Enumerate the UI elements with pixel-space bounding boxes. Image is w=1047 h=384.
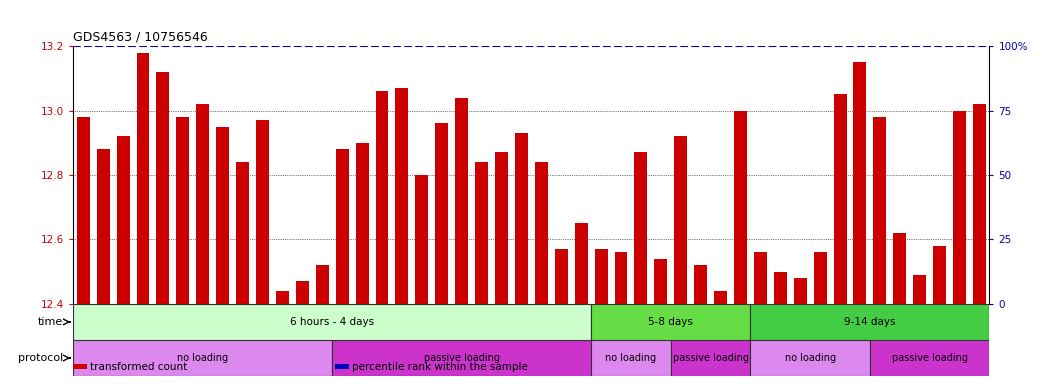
Text: 6 hours - 4 days: 6 hours - 4 days (290, 317, 374, 327)
Text: time: time (38, 317, 63, 327)
Bar (794, 278, 806, 304)
Bar (853, 62, 867, 304)
Bar (316, 265, 329, 304)
Bar (973, 104, 986, 304)
Bar (436, 123, 448, 304)
Bar (595, 249, 607, 304)
Bar (237, 162, 249, 304)
Bar (953, 111, 966, 304)
Bar (615, 252, 627, 304)
Bar (774, 271, 786, 304)
Bar (575, 223, 587, 304)
Bar (814, 252, 826, 304)
Bar (734, 111, 747, 304)
Text: passive loading: passive loading (892, 353, 967, 363)
Bar (555, 249, 567, 304)
Bar (870, 340, 989, 376)
Bar (515, 133, 528, 304)
Text: 5-8 days: 5-8 days (648, 317, 693, 327)
Bar (136, 53, 150, 304)
Bar (634, 152, 647, 304)
Bar (116, 136, 130, 304)
Bar (754, 252, 766, 304)
Bar (73, 304, 592, 340)
Text: no loading: no loading (605, 353, 656, 363)
Bar (592, 340, 671, 376)
Text: no loading: no loading (177, 353, 228, 363)
Bar (714, 291, 727, 304)
Bar (495, 152, 508, 304)
Bar (176, 117, 190, 304)
Bar (694, 265, 707, 304)
Text: no loading: no loading (784, 353, 836, 363)
Bar (416, 175, 428, 304)
Bar (751, 304, 989, 340)
Bar (257, 120, 269, 304)
Bar (396, 88, 408, 304)
Text: passive loading: passive loading (672, 353, 749, 363)
Bar (276, 291, 289, 304)
Text: percentile rank within the sample: percentile rank within the sample (352, 362, 528, 372)
Bar (156, 72, 170, 304)
Bar (933, 246, 946, 304)
Bar (196, 104, 209, 304)
Text: passive loading: passive loading (424, 353, 499, 363)
Bar (356, 143, 369, 304)
Bar (873, 117, 887, 304)
Bar (455, 98, 468, 304)
Bar (654, 259, 667, 304)
Bar (73, 340, 332, 376)
Bar (332, 340, 592, 376)
Text: GDS4563 / 10756546: GDS4563 / 10756546 (73, 30, 208, 43)
Bar (913, 275, 927, 304)
Text: protocol: protocol (18, 353, 63, 363)
Bar (592, 304, 751, 340)
Bar (751, 340, 870, 376)
Bar (893, 233, 907, 304)
Bar (376, 91, 388, 304)
Bar (336, 149, 349, 304)
Bar (216, 127, 229, 304)
Bar (96, 149, 110, 304)
Bar (674, 136, 687, 304)
Bar (671, 340, 751, 376)
Bar (535, 162, 548, 304)
Bar (833, 94, 847, 304)
Text: 9-14 days: 9-14 days (844, 317, 895, 327)
Bar (475, 162, 488, 304)
Bar (76, 117, 90, 304)
Text: transformed count: transformed count (90, 362, 187, 372)
Bar (296, 281, 309, 304)
